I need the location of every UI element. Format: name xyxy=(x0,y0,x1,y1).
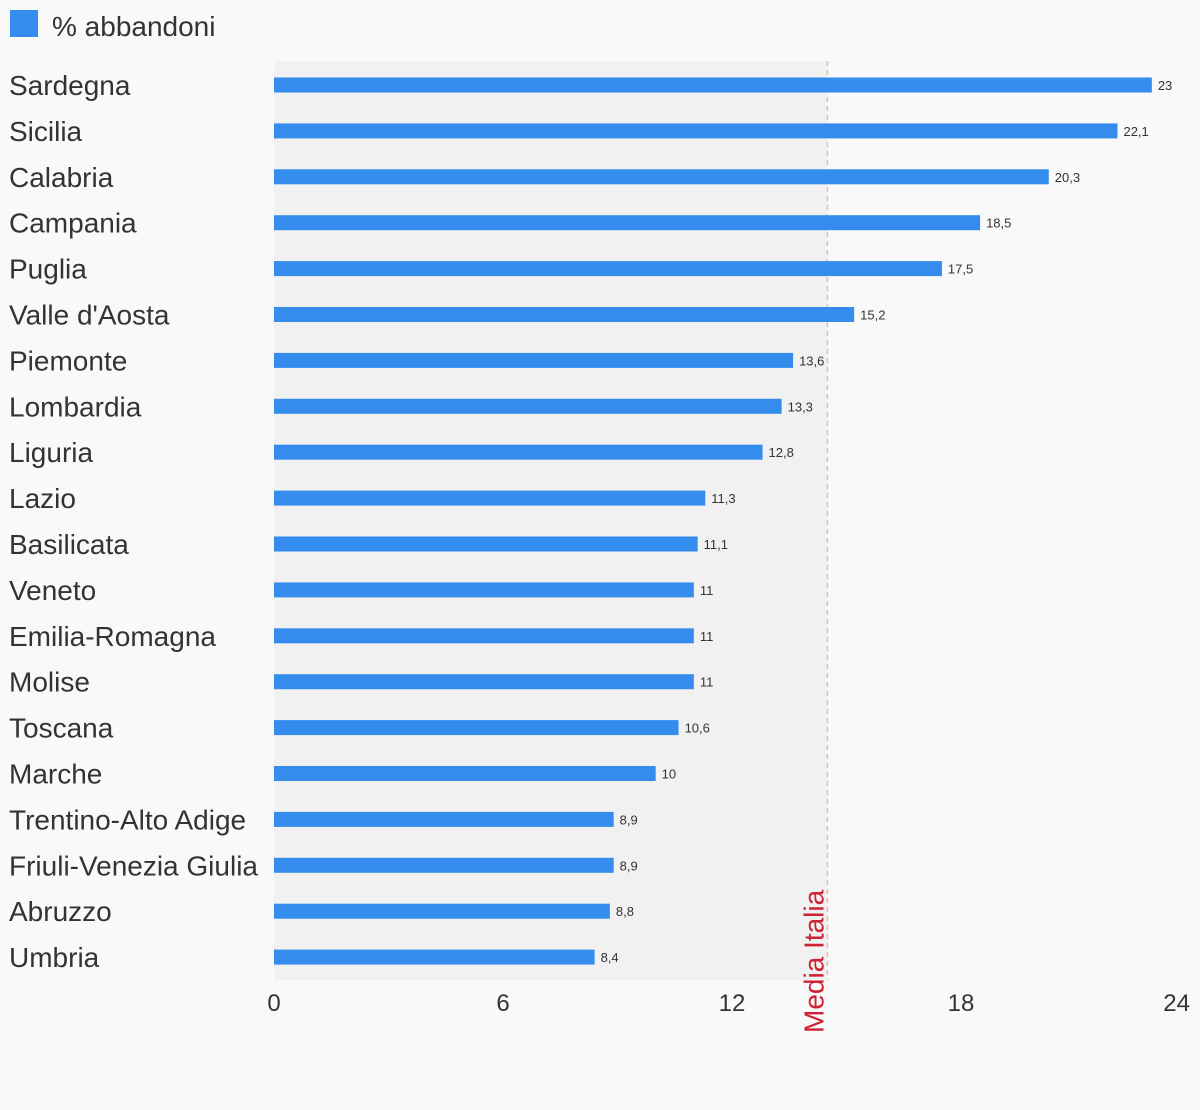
value-label-3: 18,5 xyxy=(986,216,1011,231)
bar-12 xyxy=(274,628,694,644)
category-label-19: Umbria xyxy=(9,942,100,973)
bar-2 xyxy=(274,169,1049,185)
value-label-4: 17,5 xyxy=(948,262,973,277)
value-label-7: 13,3 xyxy=(788,399,813,414)
value-label-10: 11,1 xyxy=(704,537,728,552)
bar-7 xyxy=(274,398,782,414)
value-label-14: 10,6 xyxy=(685,721,710,736)
category-label-5: Valle d'Aosta xyxy=(9,300,170,331)
value-label-15: 10 xyxy=(662,767,676,782)
bar-4 xyxy=(274,261,942,277)
bar-14 xyxy=(274,720,679,736)
value-label-19: 8,4 xyxy=(601,950,619,965)
category-label-7: Lombardia xyxy=(9,391,142,422)
category-label-11: Veneto xyxy=(9,575,96,606)
bar-5 xyxy=(274,307,855,322)
bar-15 xyxy=(274,766,656,781)
bar-0 xyxy=(274,77,1152,93)
value-label-1: 22,1 xyxy=(1123,124,1148,139)
legend-label: % abbandoni xyxy=(52,11,215,42)
category-label-1: Sicilia xyxy=(9,116,83,147)
value-label-13: 11 xyxy=(700,675,714,690)
category-label-3: Campania xyxy=(9,208,137,239)
reference-line-label: Media Italia xyxy=(798,889,829,1033)
bar-9 xyxy=(274,490,706,506)
category-label-14: Toscana xyxy=(9,713,114,744)
category-label-15: Marche xyxy=(9,759,102,790)
category-label-4: Puglia xyxy=(9,254,87,285)
value-label-18: 8,8 xyxy=(616,904,634,919)
bar-17 xyxy=(274,857,614,873)
category-label-18: Abruzzo xyxy=(9,896,112,927)
value-label-12: 11 xyxy=(700,629,714,644)
bar-16 xyxy=(274,811,614,827)
category-label-6: Piemonte xyxy=(9,345,127,376)
category-label-17: Friuli-Venezia Giulia xyxy=(9,850,258,881)
value-label-17: 8,9 xyxy=(620,858,638,873)
x-tick-label-4: 24 xyxy=(1163,990,1190,1017)
value-label-8: 12,8 xyxy=(769,445,794,460)
value-label-5: 15,2 xyxy=(860,308,885,323)
category-label-2: Calabria xyxy=(9,162,114,193)
bar-11 xyxy=(274,582,694,598)
value-label-2: 20,3 xyxy=(1055,170,1080,185)
value-label-9: 11,3 xyxy=(711,491,735,506)
value-label-11: 11 xyxy=(700,583,714,598)
category-label-9: Lazio xyxy=(9,483,76,514)
bar-13 xyxy=(274,674,694,690)
bar-1 xyxy=(274,123,1118,139)
bar-3 xyxy=(274,215,981,231)
x-tick-label-3: 18 xyxy=(948,990,975,1017)
value-label-0: 23 xyxy=(1158,78,1172,93)
shaded-band xyxy=(274,61,828,980)
category-label-13: Molise xyxy=(9,667,90,698)
category-label-8: Liguria xyxy=(9,437,93,468)
bar-19 xyxy=(274,949,595,965)
bar-10 xyxy=(274,536,698,552)
x-tick-label-0: 0 xyxy=(267,990,280,1017)
category-label-16: Trentino-Alto Adige xyxy=(9,804,246,835)
legend-swatch xyxy=(10,10,38,37)
value-label-16: 8,9 xyxy=(620,812,638,827)
value-label-6: 13,6 xyxy=(799,353,824,368)
category-label-10: Basilicata xyxy=(9,529,129,560)
category-label-12: Emilia-Romagna xyxy=(9,621,216,652)
bar-6 xyxy=(274,352,794,368)
bar-18 xyxy=(274,903,610,919)
category-label-0: Sardegna xyxy=(9,70,131,101)
x-tick-label-1: 6 xyxy=(496,990,509,1017)
bar-8 xyxy=(274,444,763,460)
x-tick-label-2: 12 xyxy=(719,990,746,1017)
